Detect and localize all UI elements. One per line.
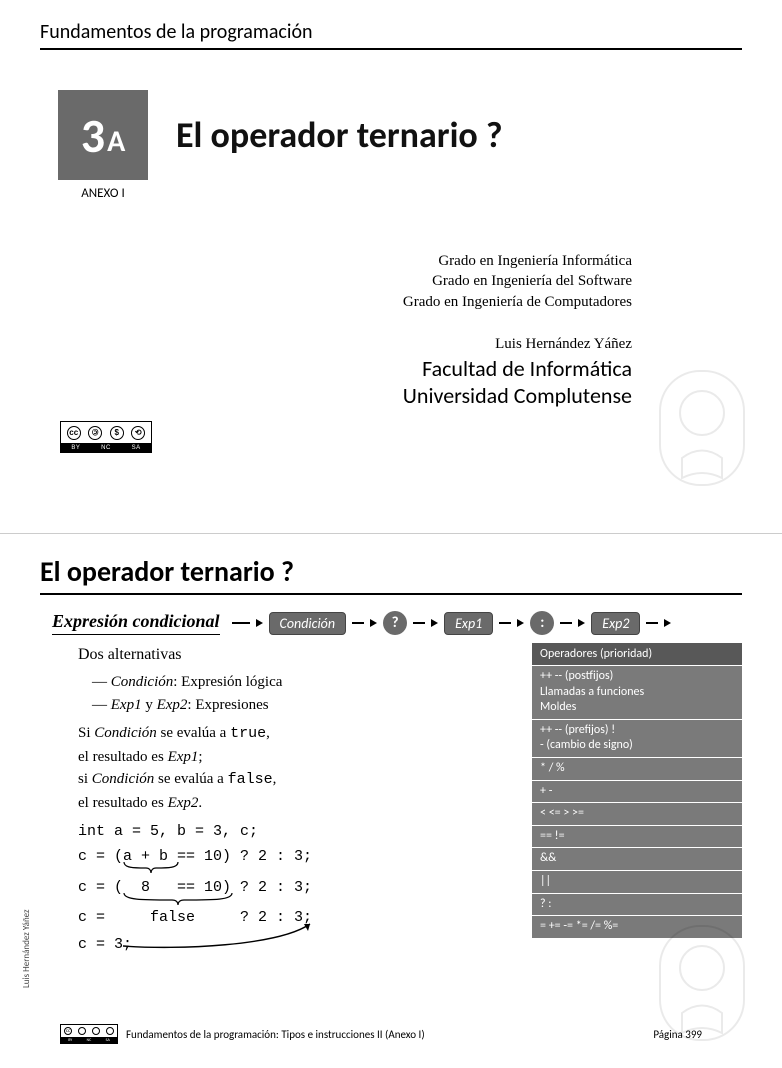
bullet-2: Exp1 y Exp2: Expresiones [92, 694, 502, 717]
chapter-badge: 3 A [58, 90, 148, 180]
footer-text: Fundamentos de la programación: Tipos e … [126, 1028, 653, 1041]
bullet-1: Condición: Expresión lógica [92, 671, 502, 694]
operator-precedence-table: Operadores (prioridad) ++ -- (postfijos)… [532, 643, 742, 958]
syntax-flow-diagram: Condición ? Exp1 : Exp2 [232, 611, 672, 635]
cc-license-badge: cc 🄯 $ ⟲ BY NC SA [60, 421, 152, 453]
code-line: int a = 5, b = 3, c; [78, 820, 502, 845]
op-table-row: * / % [532, 757, 742, 780]
badge-num: 3 [81, 106, 105, 165]
op-table-row: ++ -- (prefijos) ! - (cambio de signo) [532, 719, 742, 757]
slide-title: Fundamentos de la programación 3 A El op… [0, 0, 782, 534]
op-table-row: == != [532, 825, 742, 848]
cc-license-badge-small: cc BYNCSA [60, 1024, 118, 1044]
section-title: El operador ternario ? [40, 554, 742, 595]
cc-label: SA [132, 445, 141, 451]
code-line: c = false ? 2 : 3; [78, 906, 502, 931]
university-name: Universidad Complutense [40, 382, 632, 409]
course-title: Fundamentos de la programación [40, 20, 742, 50]
badge-letter: A [107, 123, 125, 160]
authors-block: Luis Hernández Yáñez Facultad de Informá… [40, 336, 632, 409]
slide-content: El operador ternario ? Expresión condici… [0, 534, 782, 1068]
explain-line: Si Condición se evalúa a true, [78, 722, 502, 746]
degree-line: Grado en Ingeniería Informática [40, 251, 632, 271]
footer: cc BYNCSA Fundamentos de la programación… [60, 1024, 702, 1044]
code-line: c = (a + b == 10) ? 2 : 3; [78, 845, 502, 870]
subhead-row: Expresión condicional Condición ? Exp1 :… [52, 611, 742, 635]
content-columns: Dos alternativas Condición: Expresión ló… [78, 643, 742, 958]
content-left: Dos alternativas Condición: Expresión ló… [78, 643, 502, 958]
two-alt-heading: Dos alternativas [78, 643, 502, 667]
op-table-row: ? : [532, 893, 742, 916]
degrees-block: Grado en Ingeniería Informática Grado en… [40, 251, 632, 312]
op-table-row: && [532, 847, 742, 870]
degree-line: Grado en Ingeniería del Software [40, 271, 632, 291]
cc-label: NC [101, 445, 111, 451]
op-table-row: < <= > >= [532, 802, 742, 825]
university-seal-watermark [652, 363, 752, 493]
flow-circ-colon: : [530, 611, 554, 635]
vertical-author-credit: Luis Hernández Yáñez [21, 909, 32, 988]
badge-row: 3 A El operador ternario ? [58, 90, 742, 180]
op-table-row: || [532, 870, 742, 893]
explain-line: si Condición se evalúa a false, [78, 768, 502, 792]
explain-line: el resultado es Exp1; [78, 746, 502, 769]
op-table-row: ++ -- (postfijos) Llamadas a funciones M… [532, 665, 742, 719]
cc-label: BY [71, 445, 80, 451]
op-table-row: + - [532, 780, 742, 803]
faculty-name: Facultad de Informática [40, 355, 632, 382]
code-line: c = 3; [78, 933, 502, 958]
nc-icon: $ [110, 426, 124, 440]
university-seal-watermark [652, 918, 752, 1048]
degree-line: Grado en Ingeniería de Computadores [40, 292, 632, 312]
flow-box-exp2: Exp2 [591, 612, 640, 635]
code-line: c = ( 8 == 10) ? 2 : 3; [78, 876, 502, 901]
main-title: El operador ternario ? [176, 113, 503, 157]
cc-icon: cc [67, 426, 81, 440]
flow-box-condition: Condición [269, 612, 347, 635]
code-example: int a = 5, b = 3, c; c = (a + b == 10) ?… [78, 820, 502, 958]
sa-icon: ⟲ [131, 426, 145, 440]
subhead: Expresión condicional [52, 611, 220, 635]
flow-box-exp1: Exp1 [444, 612, 493, 635]
annex-label: ANEXO I [58, 186, 148, 201]
explain-line: el resultado es Exp2. [78, 792, 502, 815]
flow-circ-qmark: ? [383, 611, 407, 635]
by-icon: 🄯 [88, 426, 102, 440]
author-name: Luis Hernández Yáñez [40, 336, 632, 353]
op-table-header: Operadores (prioridad) [532, 643, 742, 665]
